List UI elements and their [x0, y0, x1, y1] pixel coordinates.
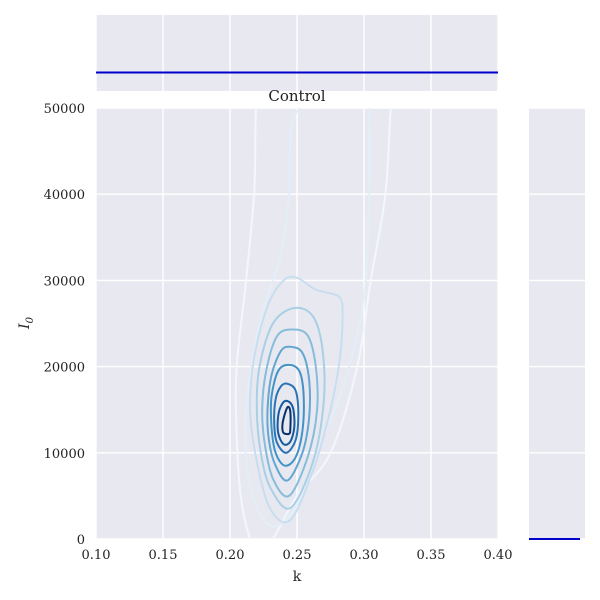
y-tick-label: 50000 [44, 102, 85, 117]
x-tick-label: 0.20 [216, 548, 245, 563]
contour-level-7 [269, 363, 305, 467]
right-marginal-background [529, 108, 585, 539]
y-tick-label: 20000 [44, 361, 85, 376]
right-marginal-panel [529, 107, 585, 540]
contour-level-8 [273, 382, 300, 454]
contour-level-6 [266, 345, 311, 482]
x-tick-labels: 0.10 0.15 0.20 0.25 0.30 0.35 0.40 [82, 548, 513, 563]
top-marginal-panel [95, 15, 499, 91]
y-axis-label: I0 [17, 316, 36, 330]
contour-level-5 [261, 328, 319, 498]
y-tick-label: 10000 [44, 447, 85, 462]
y-tick-label: 0 [77, 533, 85, 548]
contour-level-3 [249, 275, 344, 524]
contour-level-10 [281, 405, 292, 436]
y-tick-labels: 0 10000 20000 30000 40000 50000 [44, 102, 85, 548]
contour-level-4 [255, 306, 326, 510]
y-axis-label-main: I [17, 323, 33, 330]
x-tick-label: 0.15 [149, 548, 178, 563]
top-marginal-grid [95, 15, 499, 91]
contour-layer [234, 108, 392, 539]
x-tick-label: 0.35 [417, 548, 446, 563]
x-tick-label: 0.30 [350, 548, 379, 563]
x-tick-label: 0.10 [82, 548, 111, 563]
main-grid [95, 107, 499, 540]
y-axis-label-subscript: 0 [25, 316, 36, 323]
contour-level-2 [244, 108, 371, 528]
x-tick-label: 0.25 [283, 548, 312, 563]
y-axis-label-group: I0 [17, 316, 36, 330]
contour-level-1 [234, 108, 392, 539]
y-tick-label: 30000 [44, 274, 85, 289]
contour-level-9 [276, 399, 296, 446]
x-axis-label: k [293, 569, 302, 585]
main-panel [95, 107, 499, 540]
chart-title: Control [268, 87, 325, 105]
y-tick-label: 40000 [44, 188, 85, 203]
x-tick-label: 0.40 [484, 548, 513, 563]
